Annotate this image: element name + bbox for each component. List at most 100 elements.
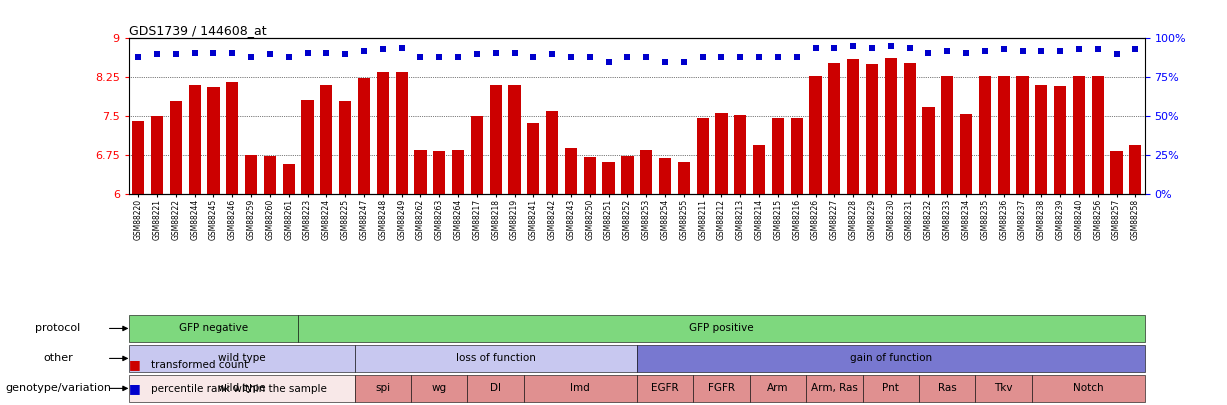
Bar <box>320 85 333 194</box>
Text: wild type: wild type <box>218 384 265 393</box>
Bar <box>979 76 991 194</box>
Text: Dl: Dl <box>491 384 501 393</box>
Bar <box>129 345 355 371</box>
Bar <box>133 121 145 194</box>
Bar <box>975 375 1032 401</box>
Point <box>881 43 901 49</box>
Bar <box>1129 145 1141 194</box>
Point <box>956 49 975 56</box>
Text: gain of function: gain of function <box>850 354 931 363</box>
Point <box>1125 46 1145 53</box>
Text: wg: wg <box>432 384 447 393</box>
Bar <box>207 87 220 194</box>
Text: loss of function: loss of function <box>455 354 536 363</box>
Point <box>919 49 939 56</box>
Bar <box>806 375 863 401</box>
Bar <box>810 76 822 194</box>
Text: Pnt: Pnt <box>882 384 899 393</box>
Bar <box>753 145 766 194</box>
Point <box>1088 46 1108 53</box>
Bar <box>677 162 690 194</box>
Point <box>335 51 355 57</box>
Point <box>185 49 205 56</box>
Point <box>298 49 318 56</box>
Point <box>355 48 374 54</box>
Bar <box>828 64 840 194</box>
Point <box>712 54 731 60</box>
Bar <box>640 150 653 194</box>
Bar <box>151 117 163 194</box>
Point <box>617 54 637 60</box>
Point <box>486 49 506 56</box>
Bar <box>189 85 201 194</box>
Point <box>242 54 261 60</box>
Point <box>580 54 600 60</box>
Point <box>411 54 431 60</box>
Text: GDS1739 / 144608_at: GDS1739 / 144608_at <box>129 24 266 37</box>
Point <box>1012 48 1032 54</box>
Text: Imd: Imd <box>571 384 590 393</box>
Bar <box>1036 85 1048 194</box>
Text: protocol: protocol <box>36 324 81 333</box>
Point <box>655 59 675 65</box>
Bar <box>508 85 520 194</box>
Point <box>975 48 995 54</box>
Point <box>524 54 544 60</box>
Bar <box>1032 375 1145 401</box>
Text: spi: spi <box>375 384 390 393</box>
Bar <box>355 345 637 371</box>
Bar <box>790 118 802 194</box>
Point <box>806 45 826 51</box>
Bar <box>903 63 915 194</box>
Point <box>373 46 393 53</box>
Bar <box>919 375 975 401</box>
Bar <box>1016 77 1028 194</box>
Bar <box>564 148 577 194</box>
Point <box>843 43 863 49</box>
Bar <box>169 101 182 194</box>
Text: transformed count: transformed count <box>151 360 248 369</box>
Point <box>768 54 788 60</box>
Point <box>448 54 467 60</box>
Bar <box>863 375 919 401</box>
Bar <box>1092 77 1104 194</box>
Text: Arm, Ras: Arm, Ras <box>811 384 858 393</box>
Text: ■: ■ <box>129 358 141 371</box>
Text: percentile rank within the sample: percentile rank within the sample <box>151 384 326 394</box>
Bar <box>602 162 615 194</box>
Text: Arm: Arm <box>767 384 789 393</box>
Bar <box>415 150 427 194</box>
Bar <box>637 375 693 401</box>
Bar <box>584 157 596 194</box>
Text: genotype/variation: genotype/variation <box>5 384 110 393</box>
Text: FGFR: FGFR <box>708 384 735 393</box>
Bar <box>528 123 540 194</box>
Bar <box>298 315 1145 341</box>
Text: other: other <box>43 354 72 363</box>
Bar <box>1110 151 1123 194</box>
Point <box>599 59 618 65</box>
Bar <box>264 156 276 194</box>
Point <box>129 54 148 60</box>
Bar <box>411 375 467 401</box>
Point <box>1032 48 1052 54</box>
Bar <box>395 72 407 194</box>
Bar <box>697 118 709 194</box>
Bar <box>885 58 897 194</box>
Bar <box>637 345 1145 371</box>
Point <box>279 54 298 60</box>
Point <box>750 54 769 60</box>
Point <box>825 45 844 51</box>
Text: wild type: wild type <box>218 354 265 363</box>
Point <box>994 46 1014 53</box>
Bar <box>471 117 483 194</box>
Bar <box>1072 77 1085 194</box>
Bar <box>302 100 314 194</box>
Point <box>166 51 185 57</box>
Point <box>787 54 806 60</box>
Bar <box>715 113 728 194</box>
Point <box>1107 51 1126 57</box>
Point <box>467 51 487 57</box>
Bar <box>546 111 558 194</box>
Point <box>1069 46 1088 53</box>
